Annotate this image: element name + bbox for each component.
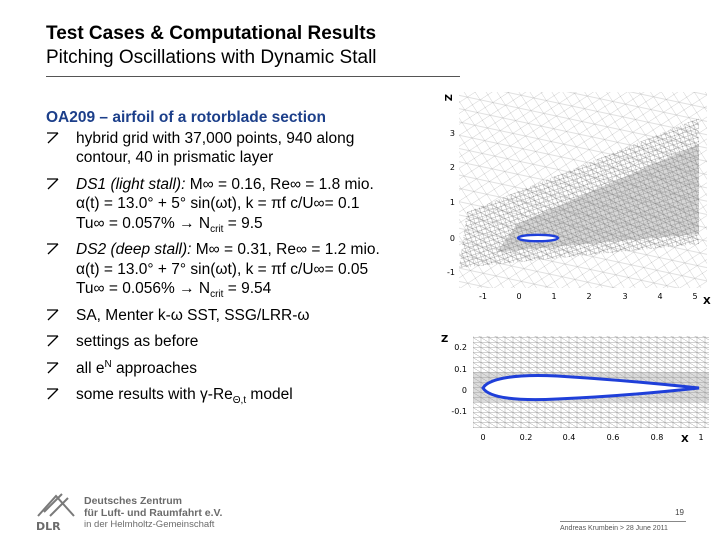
- y-tick: -0.1: [451, 407, 467, 416]
- x-tick-labels: -1 0 1 2 3 4 5: [479, 292, 698, 301]
- x-tick: -1: [479, 292, 487, 301]
- grid-overview-figure: 3 2 1 0 -1 -1 0 1 2 3 4 5 Z X: [442, 92, 711, 306]
- x-tick: 0.2: [520, 433, 533, 442]
- logo-text: DLR: [36, 520, 61, 533]
- models-text: SA, Menter k-ω SST, SSG/LRR-ω: [76, 306, 310, 324]
- axis-x-label: X: [703, 296, 711, 306]
- arrow-bullet-icon: [47, 308, 59, 320]
- y-tick: 0: [462, 386, 467, 395]
- dlr-logo: DLR: [36, 493, 75, 533]
- org-line-2: für Luft- und Raumfahrt e.V.: [84, 507, 223, 519]
- y-tick-labels: 3 2 1 0 -1: [447, 129, 455, 277]
- page-number: 19: [675, 508, 684, 517]
- ds2-ncrit-sub: crit: [210, 289, 224, 301]
- en-post: approaches: [111, 359, 197, 377]
- axis-z-label: Z: [441, 334, 448, 345]
- x-tick: 0.6: [607, 433, 620, 442]
- ds1-turbulence: Tu∞ = 0.057% → Ncrit = 9.5: [76, 214, 436, 235]
- x-tick: 0.8: [651, 433, 664, 442]
- x-tick: 1: [698, 433, 703, 442]
- x-tick: 0: [480, 433, 485, 442]
- y-tick-labels: 0.2 0.1 0 -0.1: [451, 343, 467, 416]
- x-tick: 1: [551, 292, 556, 301]
- organization-name: Deutsches Zentrum für Luft- und Raumfahr…: [84, 495, 222, 531]
- title-divider: [46, 76, 460, 77]
- en-text: all eN approaches: [76, 359, 436, 379]
- ds2-alpha: α(t) = 13.0° + 7° sin(ωt), k = πf c/U∞= …: [76, 260, 369, 278]
- y-tick: 0: [450, 234, 455, 243]
- ds1-flow: M∞ = 0.16, Re∞ = 1.8 mio.: [189, 175, 374, 193]
- axis-z-label: Z: [442, 94, 453, 101]
- axis-x-label: X: [681, 434, 689, 445]
- org-line-3: in der Helmholtz-Gemeinschaft: [84, 519, 215, 530]
- x-tick: 4: [657, 292, 662, 301]
- airfoil-shape: [481, 374, 700, 402]
- bullet-settings: settings as before: [46, 332, 436, 352]
- org-line-1: Deutsches Zentrum: [84, 495, 183, 507]
- ds1-tu: Tu∞ = 0.057% → N: [76, 214, 211, 232]
- x-tick: 0.4: [563, 433, 576, 442]
- x-tick: 0: [516, 292, 521, 301]
- gamma-sub: Θ,t: [232, 395, 247, 407]
- arrow-bullet-icon: [47, 388, 59, 400]
- ds2-turbulence: Tu∞ = 0.056% → Ncrit = 9.54: [76, 279, 436, 301]
- y-tick: 3: [450, 129, 455, 138]
- gamma-pre: some results with γ-Re: [76, 386, 233, 403]
- grid-line-2: contour, 40 in prismatic layer: [76, 149, 274, 166]
- section-heading: OA209 – airfoil of a rotorblade section: [46, 109, 326, 126]
- arrow-bullet-icon: [47, 335, 59, 347]
- ds2-header: DS2 (deep stall): M∞ = 0.31, Re∞ = 1.2 m…: [76, 240, 436, 260]
- en-sup: N: [104, 358, 112, 370]
- y-tick: 2: [450, 163, 455, 172]
- bullet-ds1: DS1 (light stall): M∞ = 0.16, Re∞ = 1.8 …: [46, 175, 436, 234]
- grid-airfoil-figure: 0.2 0.1 0 -0.1 0 0.2 0.4 0.6 0.8 1 Z X: [441, 334, 709, 445]
- arrow-bullet-icon: [47, 361, 59, 373]
- bullet-en: all eN approaches: [46, 359, 436, 379]
- x-tick: 2: [586, 292, 591, 301]
- gamma-text: some results with γ-ReΘ,t model: [76, 385, 436, 407]
- settings-text: settings as before: [76, 333, 199, 350]
- bullet-grid: hybrid grid with 37,000 points, 940 alon…: [46, 129, 436, 168]
- mesh-refined-wake: [459, 118, 699, 268]
- y-tick: 0.2: [454, 343, 467, 352]
- footer-meta: Andreas Krumbein > 28 June 2011: [560, 525, 668, 532]
- bullet-ds2: DS2 (deep stall): M∞ = 0.31, Re∞ = 1.2 m…: [46, 240, 436, 301]
- en-pre: all e: [76, 359, 105, 377]
- ds2-ncrit-value: = 9.54: [223, 280, 272, 297]
- gamma-post: model: [246, 386, 293, 403]
- bullet-gamma: some results with γ-ReΘ,t model: [46, 385, 436, 407]
- bullet-content: OA209 – airfoil of a rotorblade section …: [46, 108, 436, 407]
- ds1-header: DS1 (light stall): M∞ = 0.16, Re∞ = 1.8 …: [76, 175, 436, 195]
- ds1-ncrit-sub: crit: [210, 223, 224, 235]
- x-tick: 5: [692, 292, 697, 301]
- mesh-wake-core: [497, 144, 699, 252]
- airfoil-shape: [516, 233, 560, 243]
- ds1-ncrit-value: = 9.5: [223, 214, 263, 232]
- x-tick: 3: [622, 292, 627, 301]
- ds2-label: DS2 (deep stall):: [76, 241, 192, 258]
- grid-line-1: hybrid grid with 37,000 points, 940 alon…: [76, 129, 355, 147]
- arrow-bullet-icon: [47, 177, 59, 189]
- ds2-flow: M∞ = 0.31, Re∞ = 1.2 mio.: [195, 241, 380, 258]
- arrow-bullet-icon: [47, 243, 59, 255]
- ds2-tu: Tu∞ = 0.056% → N: [76, 280, 211, 297]
- ds1-alpha: α(t) = 13.0° + 5° sin(ωt), k = πf c/U∞= …: [76, 195, 360, 212]
- x-tick-labels: 0 0.2 0.4 0.6 0.8 1: [480, 433, 703, 442]
- bullet-models: SA, Menter k-ω SST, SSG/LRR-ω: [46, 306, 436, 326]
- slide-title: Test Cases & Computational Results Pitch…: [46, 22, 377, 70]
- footer-divider: [560, 521, 686, 522]
- title-line: Test Cases & Computational Results: [46, 23, 377, 44]
- subtitle-line: Pitching Oscillations with Dynamic Stall: [46, 47, 377, 68]
- y-tick: 0.1: [454, 365, 467, 374]
- ds1-label: DS1 (light stall):: [76, 175, 186, 193]
- y-tick: -1: [447, 268, 455, 277]
- y-tick: 1: [450, 198, 455, 207]
- arrow-bullet-icon: [47, 131, 59, 143]
